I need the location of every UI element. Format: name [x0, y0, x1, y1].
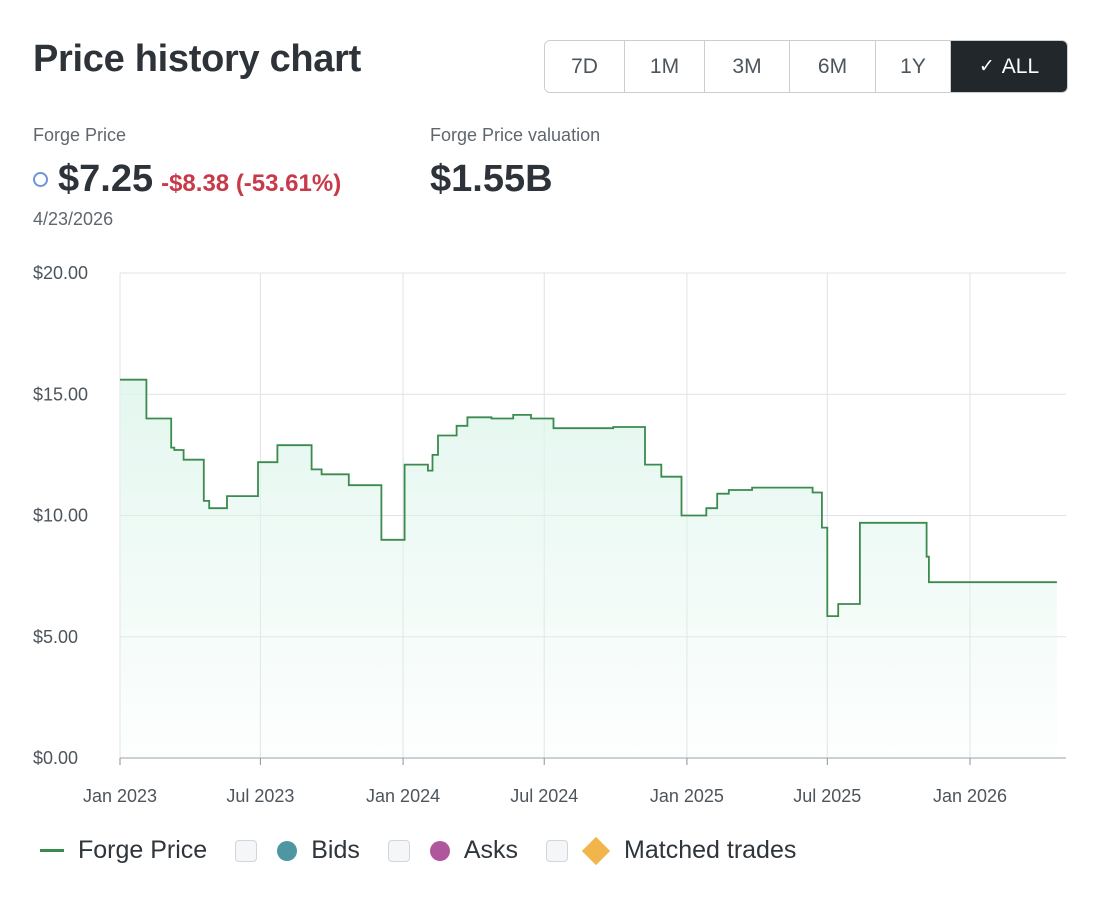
legend-asks-label: Asks: [463, 836, 519, 864]
y-tick-label: $10.00: [33, 506, 88, 526]
y-tick-label: $0.00: [33, 748, 78, 768]
y-tick-label: $20.00: [33, 263, 88, 283]
price-change: -$8.38 (-53.61%): [161, 170, 342, 197]
price-date: 4/23/2026: [33, 209, 114, 229]
legend-forge-price-label: Forge Price: [78, 836, 208, 864]
diamond-icon: [581, 836, 611, 865]
matched-checkbox[interactable]: [546, 839, 569, 862]
y-tick-label: $15.00: [33, 384, 88, 404]
valuation-value: $1.55B: [430, 158, 553, 200]
legend-bids-label: Bids: [311, 836, 360, 864]
checkmark-icon: ✓: [978, 56, 995, 77]
range-all-label: ALL: [1001, 54, 1040, 78]
price-chart: $0.00 $5.00 $10.00 $15.00 $20.00 Jan 2023 Jul …: [33, 263, 1066, 806]
x-tick-label: Jul 2023: [226, 786, 294, 806]
asks-dot-icon: [429, 840, 450, 861]
current-price: $7.25: [58, 158, 154, 200]
bids-dot-icon: [277, 840, 298, 861]
price-line: [120, 378, 1057, 617]
x-tick-label: Jul 2024: [510, 786, 578, 806]
legend-bids: Bids: [235, 836, 360, 865]
x-tick-label: Jan 2023: [83, 786, 157, 806]
x-tick-label: Jan 2026: [933, 786, 1007, 806]
price-label: Forge Price: [33, 125, 127, 145]
range-selector: 7D 1M 3M 6M 1Y ✓ ALL: [544, 40, 1068, 93]
x-tick-label: Jan 2024: [366, 786, 440, 806]
range-1y-button[interactable]: 1Y: [876, 41, 951, 92]
page-title: Price history chart: [33, 38, 361, 80]
range-7d-button[interactable]: 7D: [545, 41, 625, 92]
range-3m-button[interactable]: 3M: [705, 41, 790, 92]
price-row: $7.25 -$8.38 (-53.61%): [33, 158, 341, 201]
range-6m-button[interactable]: 6M: [790, 41, 876, 92]
line-swatch-icon: [40, 849, 64, 852]
range-all-button[interactable]: ✓ ALL: [951, 41, 1067, 92]
legend-matched: Matched trades: [546, 836, 796, 865]
valuation-label: Forge Price valuation: [430, 125, 601, 145]
legend-forge-price: Forge Price: [40, 836, 207, 865]
x-tick-label: Jan 2025: [650, 786, 724, 806]
x-tick-label: Jul 2025: [793, 786, 861, 806]
legend-matched-label: Matched trades: [624, 836, 797, 864]
y-tick-label: $5.00: [33, 627, 78, 647]
price-area: [120, 379, 1057, 758]
range-1m-button[interactable]: 1M: [625, 41, 705, 92]
bids-checkbox[interactable]: [235, 839, 258, 862]
circle-icon: [33, 172, 48, 187]
asks-checkbox[interactable]: [387, 839, 410, 862]
legend-asks: Asks: [387, 836, 519, 865]
chart-legend: Forge Price Bids Asks Matched trades: [40, 836, 824, 865]
